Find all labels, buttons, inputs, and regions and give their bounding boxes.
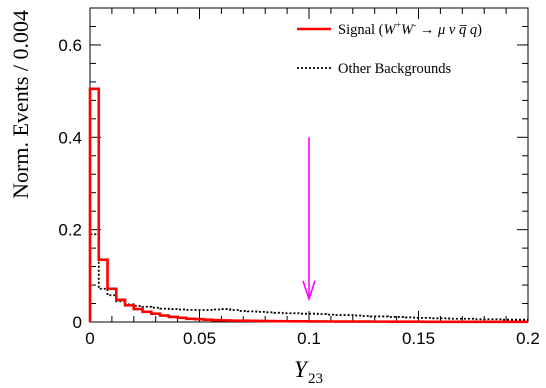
- legend-signal-arrow: →: [416, 22, 438, 38]
- annotation-layer: [302, 137, 316, 302]
- legend-signal-decay: μ ν q̅ q: [437, 22, 477, 38]
- y-tick-label: 0.2: [58, 221, 82, 240]
- background-histogram: [89, 233, 528, 322]
- x-tick-label: 0.05: [183, 329, 216, 348]
- legend-signal-prefix: Signal (: [338, 22, 384, 38]
- x-axis-title: Y: [294, 357, 309, 382]
- cut-arrow-head: [302, 280, 316, 302]
- legend-signal-minus: -: [413, 21, 416, 31]
- series-layer: [88, 87, 528, 324]
- x-axis-title-subscript: 23: [308, 371, 323, 387]
- x-tick-label: 0.15: [402, 329, 435, 348]
- y-tick-label: 0.4: [58, 128, 82, 147]
- x-tick-label: 0.1: [297, 329, 321, 348]
- x-tick-label: 0.2: [516, 329, 540, 348]
- y-axis-title: Norm. Events / 0.004: [8, 10, 33, 199]
- signal-histogram: [88, 87, 528, 324]
- legend-background-label: Other Backgrounds: [338, 61, 452, 77]
- legend-signal-w2: W: [401, 22, 415, 38]
- legend: Signal (W+W- → μ ν q̅ q) Other Backgroun…: [297, 21, 482, 77]
- legend-signal-close: ): [477, 22, 482, 38]
- y-tick-label: 0: [73, 313, 82, 332]
- y-tick-label: 0.6: [58, 36, 82, 55]
- legend-signal-label: Signal (W+W- → μ ν q̅ q): [338, 21, 482, 38]
- x-axis-tick-labels: 0 0.05 0.1 0.15 0.2: [85, 329, 540, 348]
- legend-signal-w: W: [384, 22, 398, 38]
- y-axis-tick-labels: 0 0.2 0.4 0.6: [58, 36, 82, 332]
- legend-signal-plus: +: [396, 21, 401, 31]
- x-tick-label: 0: [85, 329, 94, 348]
